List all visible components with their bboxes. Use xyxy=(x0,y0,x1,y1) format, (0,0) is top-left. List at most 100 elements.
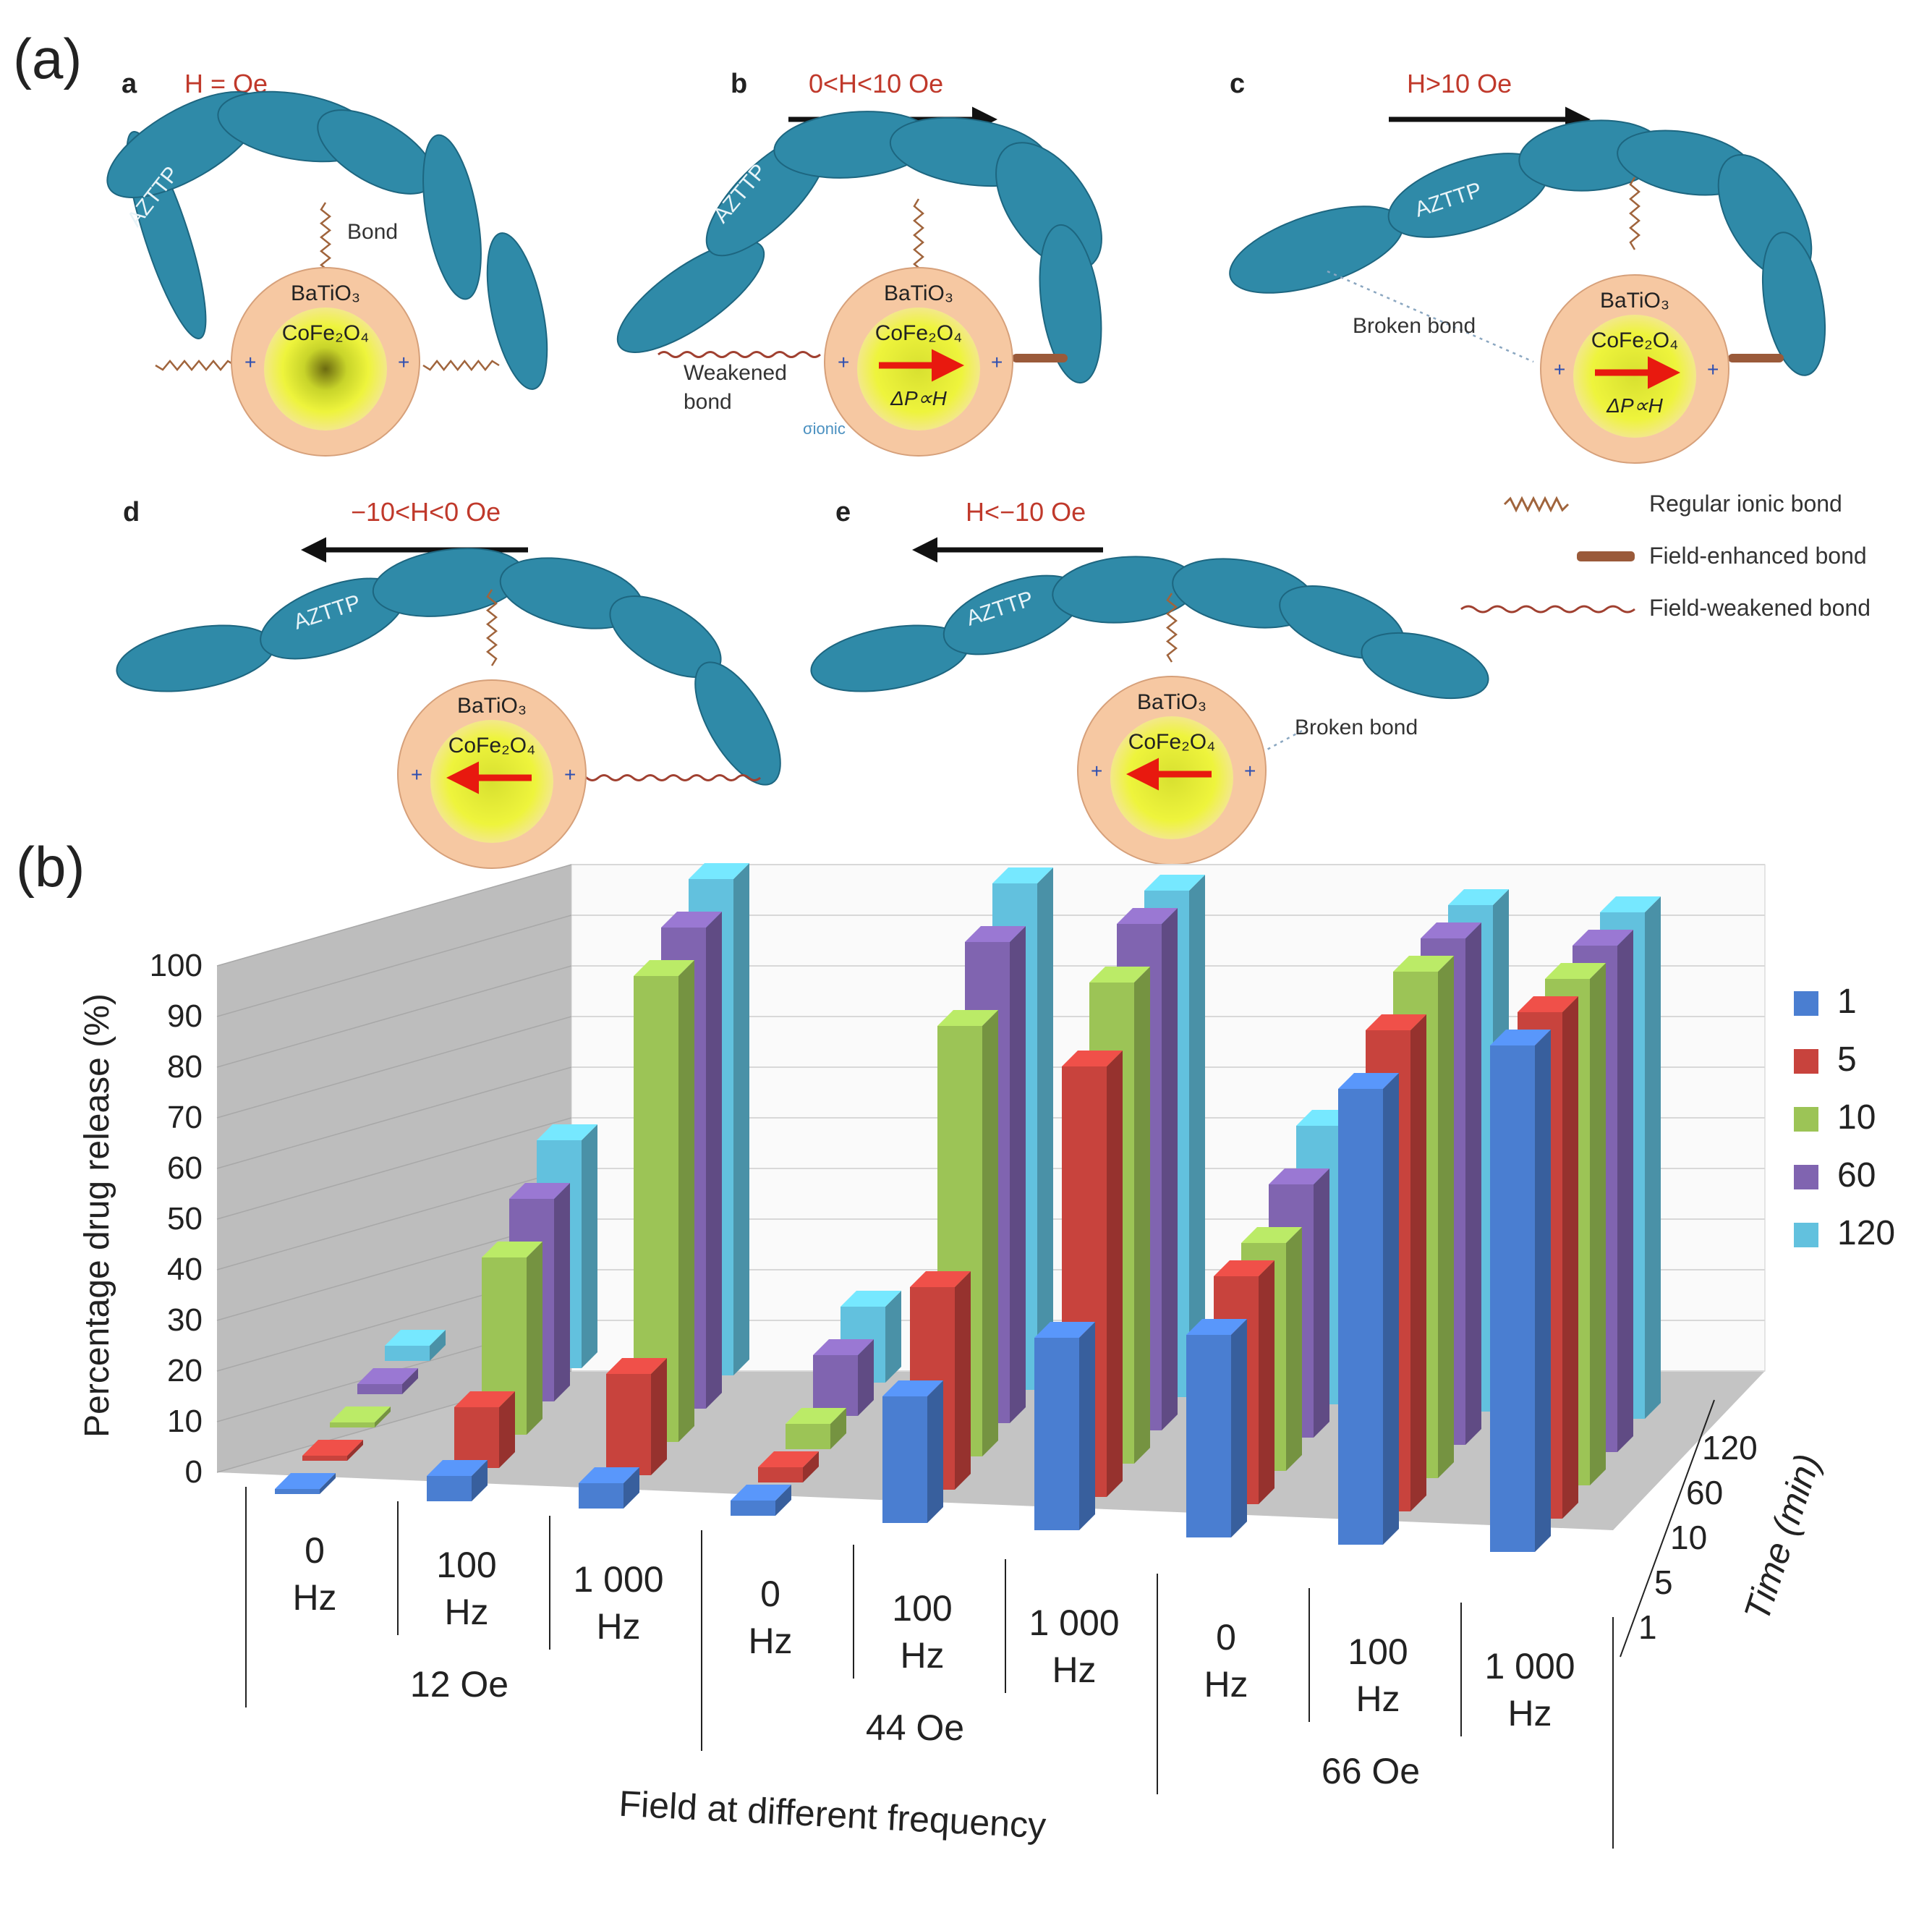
shell-label-batio3: BaTiO₃ xyxy=(291,281,360,305)
bar-top-s5-c2 xyxy=(606,1358,667,1374)
bar-s1-c0 xyxy=(275,1489,320,1494)
x-axis-title: Field at different frequency xyxy=(618,1783,1047,1846)
y-tick-label: 10 xyxy=(167,1404,203,1439)
bar-top-s60-c7 xyxy=(1421,922,1481,938)
bar-side-s120-c2 xyxy=(733,863,749,1375)
subpanel-letter-a: a xyxy=(122,69,137,99)
polymer-segment xyxy=(694,661,781,786)
bar-side-s10-c6 xyxy=(1286,1227,1302,1471)
legend-field-enhanced-bond: Field-enhanced bond xyxy=(1649,543,1867,569)
bar-top-s10-c3 xyxy=(786,1408,846,1424)
shell-label-batio3: BaTiO₃ xyxy=(457,694,527,718)
bar-side-s1-c1 xyxy=(472,1460,488,1501)
bar-top-s120-c1 xyxy=(537,1124,597,1140)
z-tick-label-4: 120 xyxy=(1702,1429,1758,1467)
y-tick-label: 80 xyxy=(167,1049,203,1085)
bar-top-s1-c5 xyxy=(1034,1322,1095,1338)
legend-label-10: 10 xyxy=(1837,1098,1876,1137)
bar-s5-c2 xyxy=(606,1374,651,1475)
bar-top-s5-c1 xyxy=(454,1391,515,1407)
bar-s1-c7 xyxy=(1338,1089,1383,1545)
polymer-segment xyxy=(616,240,765,353)
legend-regular-ionic-bond: Regular ionic bond xyxy=(1649,491,1842,517)
plus-charge-symbol: + xyxy=(244,351,256,373)
bar-top-s120-c5 xyxy=(1144,875,1205,891)
x-category-frequency-6: 0 xyxy=(1216,1617,1236,1658)
side-gridline xyxy=(216,1066,572,1169)
field-condition-d: −10<H<0 Oe xyxy=(351,497,501,527)
bar-s1-c8 xyxy=(1490,1045,1535,1552)
bar-top-s10-c8 xyxy=(1545,963,1606,979)
bar-side-s5-c1 xyxy=(499,1391,515,1468)
bar-s120-c0 xyxy=(385,1346,430,1361)
regular-ionic-bond xyxy=(155,360,236,371)
bar-side-s10-c7 xyxy=(1438,956,1454,1478)
x-category-unit-4: Hz xyxy=(900,1635,944,1676)
bar-side-s60-c4 xyxy=(1010,926,1026,1423)
panel-a-label: (a) xyxy=(13,27,82,90)
shell-label-batio3: BaTiO₃ xyxy=(1600,289,1669,313)
bar-top-s1-c1 xyxy=(427,1460,488,1476)
polymer-segment xyxy=(1761,232,1826,376)
bar-side-s120-c1 xyxy=(582,1124,597,1368)
bar-top-s1-c4 xyxy=(882,1380,943,1396)
bar-side-s5-c2 xyxy=(651,1358,667,1475)
regular-ionic-bond xyxy=(422,359,500,372)
bar-side-s5-c7 xyxy=(1410,1014,1426,1511)
bar-side-s5-c4 xyxy=(955,1271,971,1490)
z-axis-title: Time (min) xyxy=(1736,1449,1828,1626)
y-tick-label: 60 xyxy=(167,1150,203,1186)
polymer-segment xyxy=(116,624,275,692)
annotation-sigma-ionic: σionic xyxy=(803,420,846,438)
core-label-cofe2o4: CoFe₂O₄ xyxy=(282,321,370,345)
bar-side-s5-c8 xyxy=(1562,996,1578,1519)
z-tick-label-0: 1 xyxy=(1638,1608,1657,1646)
side-gridline xyxy=(216,915,572,1017)
bar-top-s5-c6 xyxy=(1214,1260,1274,1276)
bar-side-s10-c0 xyxy=(375,1407,391,1427)
plus-charge-symbol: + xyxy=(411,763,422,786)
x-category-frequency-8: 1 000 xyxy=(1484,1646,1575,1687)
x-axis-labels: 0 Hz 100 Hz 1 000 Hz 0 Hz 100 Hz 1 000 Hz 0 Hz 100 Hz 1 … xyxy=(245,1487,1614,1849)
field-condition-b: 0<H<10 Oe xyxy=(809,69,943,98)
cofe2o4-core xyxy=(264,307,387,430)
bar-top-s120-c3 xyxy=(841,1291,901,1307)
bar-side-s1-c0 xyxy=(320,1473,336,1494)
bar-side-s60-c6 xyxy=(1314,1168,1329,1438)
bar-top-s1-c6 xyxy=(1186,1319,1247,1335)
shell-label-batio3: BaTiO₃ xyxy=(1137,690,1207,714)
z-tick-label-3: 60 xyxy=(1686,1474,1723,1511)
panel-b-label: (b) xyxy=(16,835,85,899)
side-gridline xyxy=(216,1168,572,1270)
bar-top-s60-c2 xyxy=(661,912,722,928)
legend-label-60: 60 xyxy=(1837,1156,1876,1195)
x-category-unit-0: Hz xyxy=(292,1577,336,1618)
cofe2o4-core xyxy=(430,720,553,843)
x-category-unit-1: Hz xyxy=(444,1592,488,1632)
polymer-segment xyxy=(1039,224,1102,384)
bar-side-s60-c8 xyxy=(1617,930,1633,1452)
y-tick-label: 70 xyxy=(167,1100,203,1135)
bar-s1-c2 xyxy=(579,1483,624,1509)
bar-top-s10-c7 xyxy=(1393,956,1454,972)
field-condition-c: H>10 Oe xyxy=(1407,69,1512,98)
legend-swatch-120 xyxy=(1794,1223,1818,1247)
bar-top-s10-c2 xyxy=(634,960,694,976)
shell-label-batio3: BaTiO₃ xyxy=(884,281,953,305)
bar-side-s10-c8 xyxy=(1590,963,1606,1485)
legend-label-5: 5 xyxy=(1837,1040,1857,1079)
x-category-unit-3: Hz xyxy=(748,1621,792,1661)
bar-side-s5-c3 xyxy=(803,1451,819,1482)
vertical-ionic-bond xyxy=(913,198,924,279)
bar-side-s10-c1 xyxy=(527,1242,542,1435)
bar-side-s10-c4 xyxy=(982,1010,998,1456)
bar-top-s120-c4 xyxy=(992,867,1053,883)
bar-top-s10-c5 xyxy=(1089,967,1150,983)
vertical-ionic-bond xyxy=(1629,177,1641,250)
z-tick-label-1: 5 xyxy=(1654,1564,1673,1601)
